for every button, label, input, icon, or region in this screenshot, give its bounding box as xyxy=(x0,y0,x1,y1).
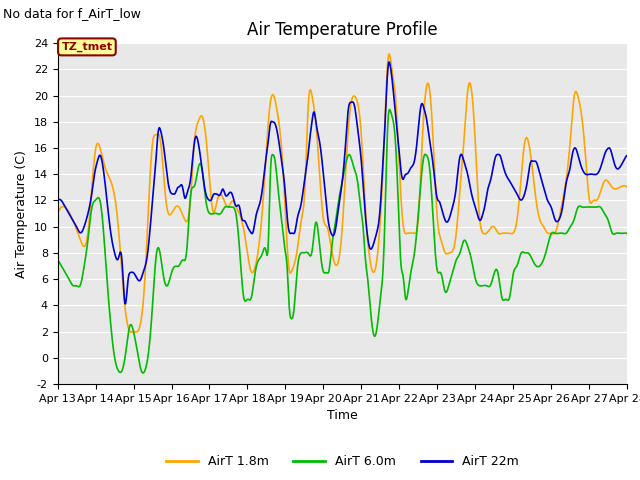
AirT 1.8m xyxy=(503,230,511,236)
AirT 1.8m xyxy=(623,184,631,190)
AirT 22m xyxy=(607,148,615,154)
AirT 1.8m xyxy=(127,329,135,335)
AirT 22m xyxy=(83,216,90,221)
Text: No data for f_AirT_low: No data for f_AirT_low xyxy=(3,7,141,20)
AirT 22m xyxy=(503,173,511,179)
AirT 1.8m xyxy=(316,173,324,179)
AirT 6.0m xyxy=(607,227,615,233)
AirT 6.0m xyxy=(623,230,631,236)
AirT 6.0m xyxy=(83,247,90,252)
AirT 1.8m xyxy=(607,183,615,189)
Text: TZ_tmet: TZ_tmet xyxy=(61,42,113,52)
AirT 22m xyxy=(316,140,324,146)
AirT 22m xyxy=(54,197,61,203)
AirT 22m xyxy=(607,149,615,155)
Line: AirT 1.8m: AirT 1.8m xyxy=(58,54,627,332)
Line: AirT 22m: AirT 22m xyxy=(58,62,627,304)
AirT 6.0m xyxy=(607,228,615,234)
Title: Air Temperature Profile: Air Temperature Profile xyxy=(247,21,438,39)
AirT 1.8m xyxy=(331,261,339,266)
AirT 22m xyxy=(623,153,631,158)
Line: AirT 6.0m: AirT 6.0m xyxy=(58,109,627,373)
AirT 6.0m xyxy=(316,244,324,250)
AirT 1.8m xyxy=(385,51,393,57)
Y-axis label: Air Termperature (C): Air Termperature (C) xyxy=(15,150,28,277)
AirT 6.0m xyxy=(331,223,339,229)
AirT 1.8m xyxy=(54,209,61,215)
AirT 6.0m xyxy=(140,370,147,376)
AirT 22m xyxy=(385,59,393,65)
X-axis label: Time: Time xyxy=(327,409,358,422)
Legend: AirT 1.8m, AirT 6.0m, AirT 22m: AirT 1.8m, AirT 6.0m, AirT 22m xyxy=(161,450,524,473)
AirT 6.0m xyxy=(503,297,511,302)
AirT 22m xyxy=(122,301,129,307)
AirT 6.0m xyxy=(386,107,394,112)
AirT 22m xyxy=(331,229,339,235)
AirT 1.8m xyxy=(607,183,615,189)
AirT 1.8m xyxy=(83,238,90,244)
AirT 6.0m xyxy=(54,258,61,264)
